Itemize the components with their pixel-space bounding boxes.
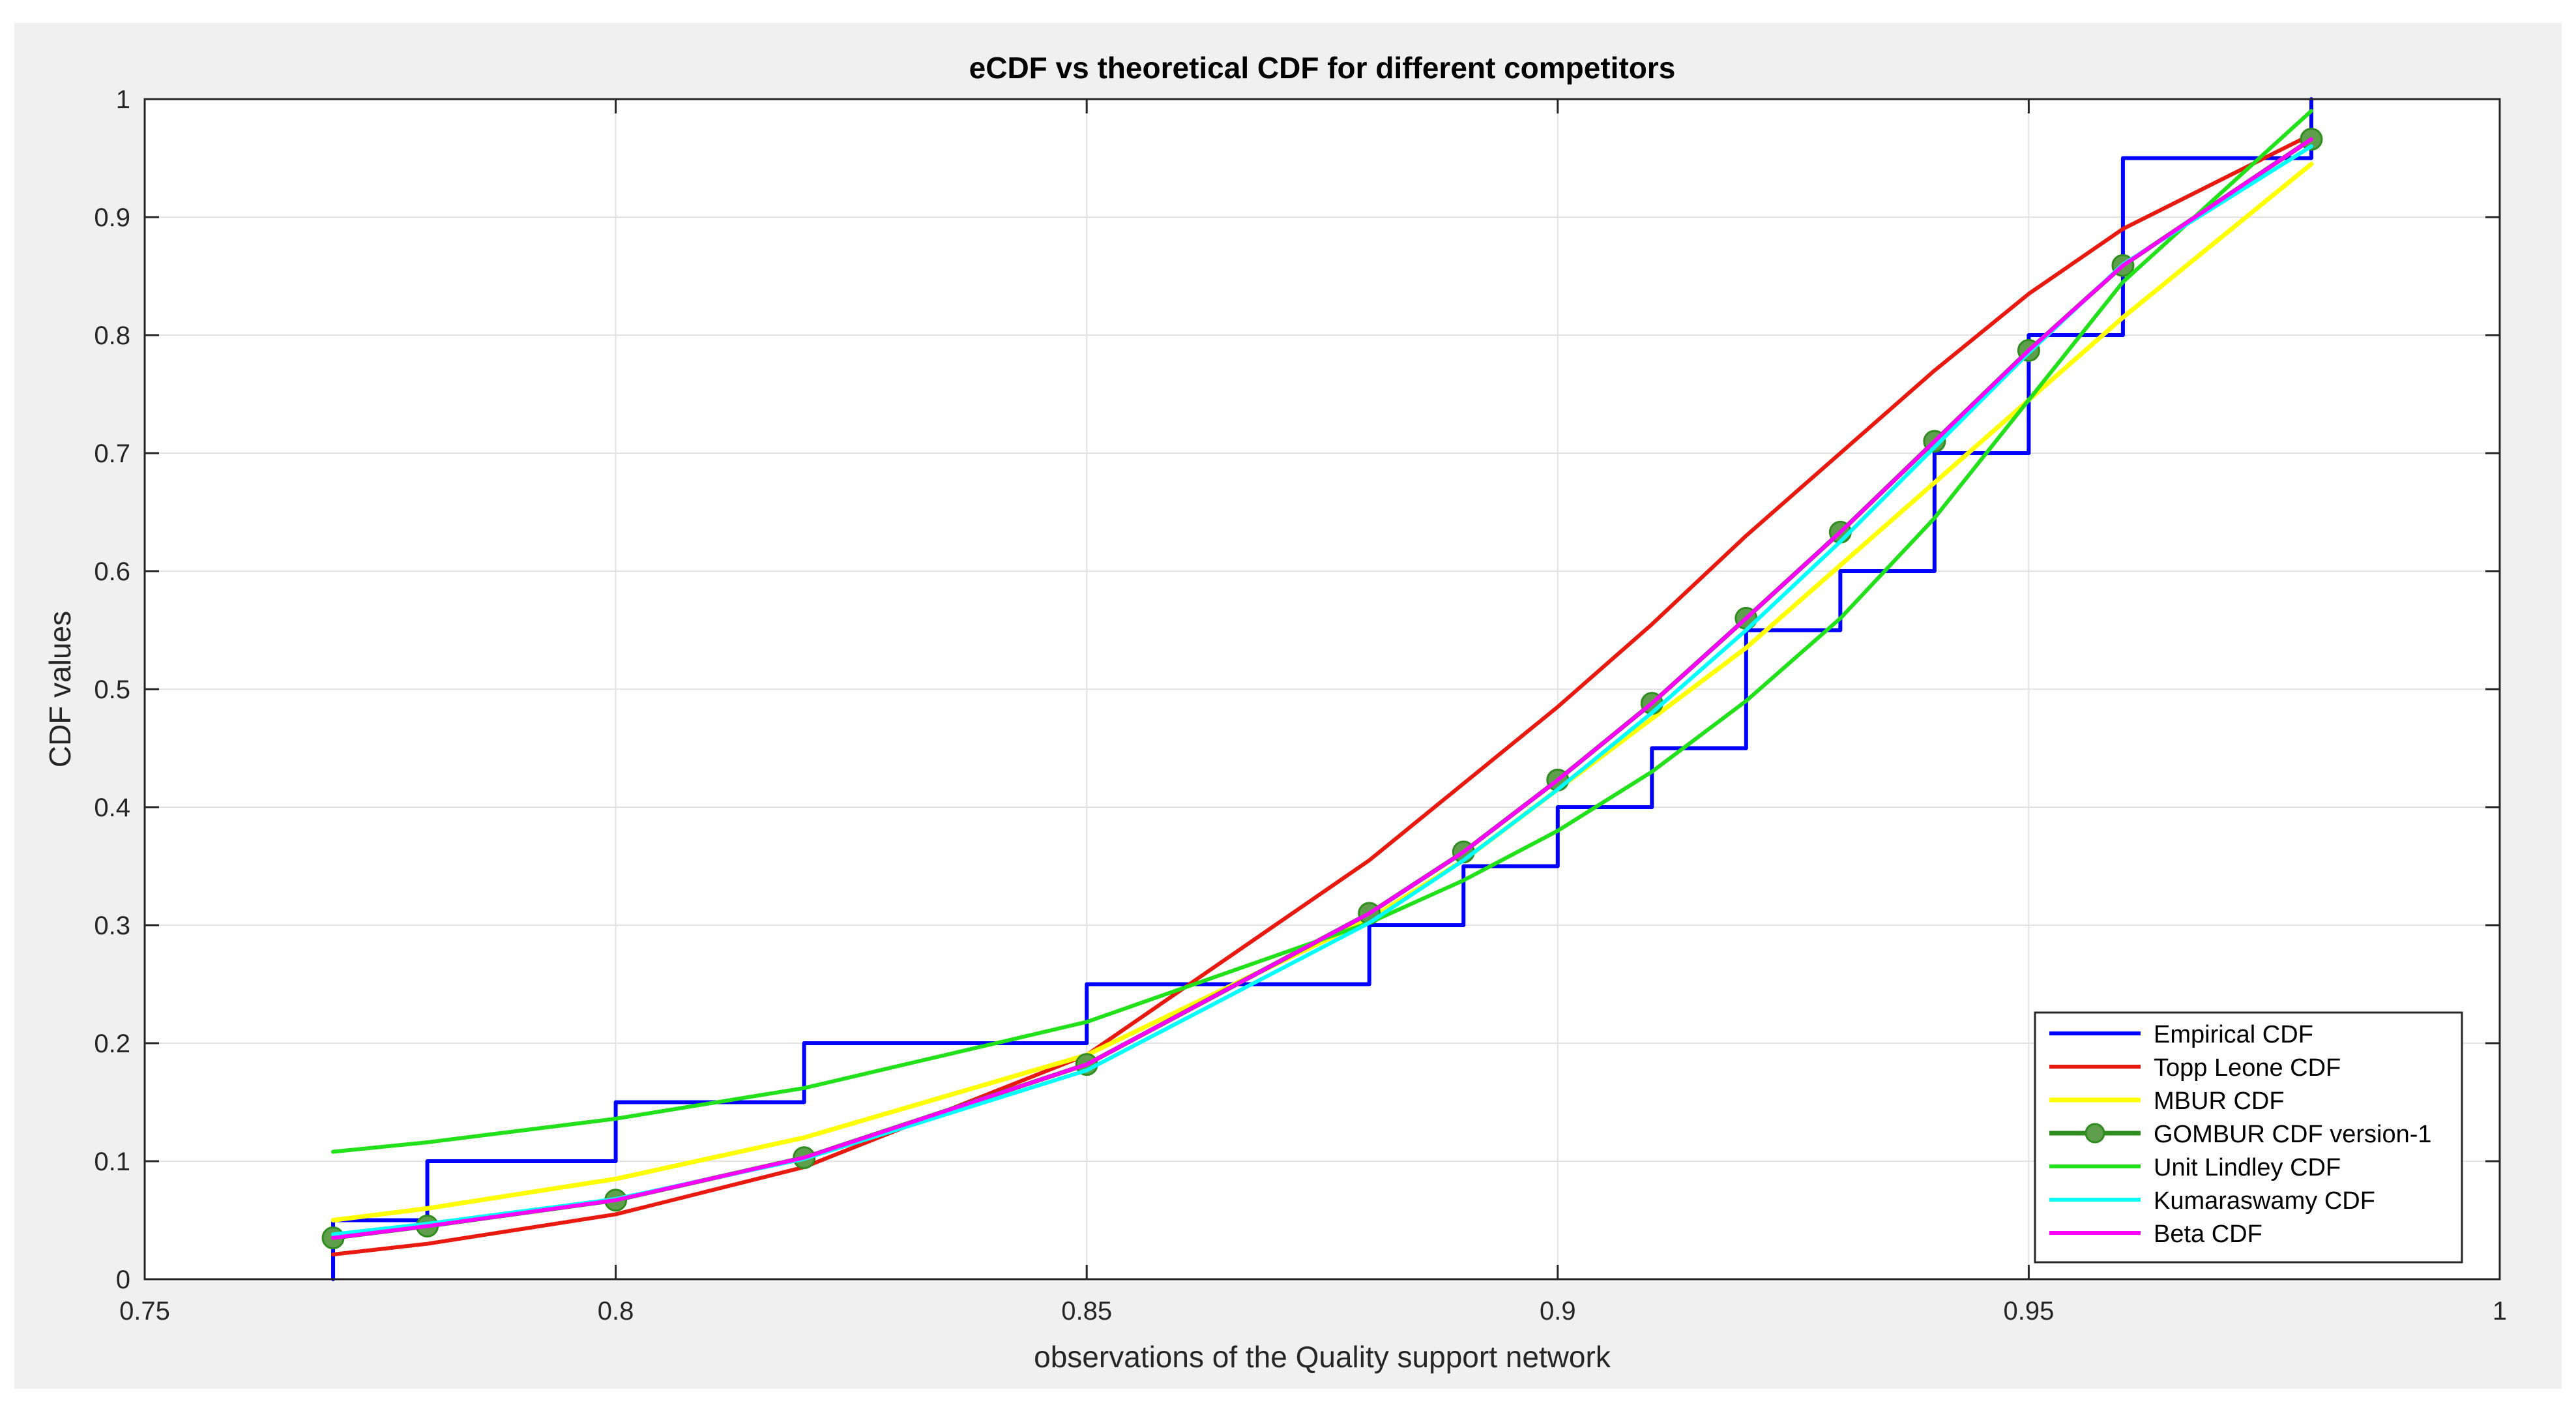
x-tick-label: 0.75 (119, 1297, 170, 1326)
series-line (331, 132, 2313, 1256)
legend-label: Unit Lindley CDF (2154, 1154, 2341, 1181)
y-tick-label: 0.2 (94, 1029, 130, 1058)
series-line (331, 109, 2313, 1154)
legend-label: Empirical CDF (2154, 1021, 2313, 1048)
legend-item-empirical-cdf: Empirical CDF (2049, 1021, 2313, 1048)
y-axis-label: CDF values (43, 611, 77, 767)
tick-layer: 0.75 0.8 0.85 0.9 0.95 1 0 0.1 0.2 0.3 0.4 0.5 0.6 0.… (94, 85, 2507, 1326)
y-tick-label: 0.9 (94, 203, 130, 232)
y-tick-label: 0.6 (94, 557, 130, 586)
y-tick-label: 0.8 (94, 321, 130, 350)
y-tick-label: 0.5 (94, 675, 130, 704)
legend-label: GOMBUR CDF version-1 (2154, 1121, 2432, 1148)
legend-item-mbur-cdf: MBUR CDF (2049, 1088, 2285, 1115)
y-tick-label: 0 (116, 1266, 130, 1294)
x-tick-label: 1 (2493, 1297, 2507, 1326)
legend-box (2034, 1011, 2463, 1264)
y-tick-label: 1 (116, 85, 130, 114)
x-tick-label: 0.85 (1061, 1297, 1112, 1326)
y-tick-label: 0.4 (94, 793, 130, 822)
series-line (331, 137, 2313, 1240)
y-tick-label: 0.1 (94, 1148, 130, 1176)
series-topp-leone-cdf (331, 132, 2313, 1256)
series-line (331, 97, 2313, 1281)
legend-item-kumaraswamy-cdf: Kumaraswamy CDF (2049, 1187, 2375, 1215)
legend-item-gombur-cdf-version-1: GOMBUR CDF version-1 (2049, 1121, 2432, 1148)
series-empirical-cdf (331, 97, 2313, 1281)
legend-item-beta-cdf: Beta CDF (2049, 1221, 2262, 1248)
legend-label: Topp Leone CDF (2154, 1054, 2341, 1082)
legend-label: Beta CDF (2154, 1221, 2262, 1248)
legend-label: Kumaraswamy CDF (2154, 1187, 2375, 1215)
x-tick-label: 0.8 (598, 1297, 634, 1326)
series-beta-cdf (331, 137, 2313, 1240)
chart-title: eCDF vs theoretical CDF for different co… (969, 51, 1676, 85)
legend-label: MBUR CDF (2154, 1088, 2285, 1115)
series-layer (321, 97, 2323, 1281)
legend: Empirical CDF Topp Leone CDF MBUR CDF GOMBU… (2034, 1011, 2463, 1264)
x-axis-label: observations of the Quality support netw… (1034, 1340, 1611, 1374)
legend-item-topp-leone-cdf: Topp Leone CDF (2049, 1054, 2341, 1082)
legend-marker (2085, 1123, 2105, 1144)
series-unit-lindley-cdf (331, 109, 2313, 1154)
y-tick-label: 0.7 (94, 439, 130, 468)
x-tick-label: 0.95 (2003, 1297, 2054, 1326)
y-tick-label: 0.3 (94, 911, 130, 940)
x-tick-label: 0.9 (1540, 1297, 1576, 1326)
legend-item-unit-lindley-cdf: Unit Lindley CDF (2049, 1154, 2341, 1181)
